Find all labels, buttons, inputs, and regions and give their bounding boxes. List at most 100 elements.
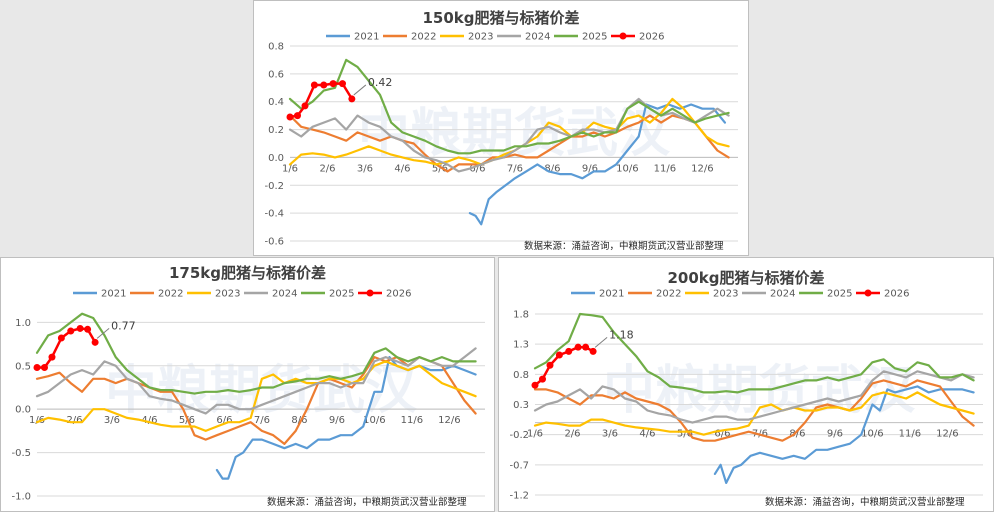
x-tick-label: 10/6	[616, 163, 638, 174]
annotation-label: 0.77	[111, 319, 136, 332]
x-tick-label: 3/6	[357, 163, 373, 174]
data-point-2026	[531, 381, 539, 389]
series-line-2021	[713, 385, 975, 484]
data-point-2026	[76, 324, 84, 332]
x-tick-label: 5/6	[677, 429, 693, 440]
legend-label-2026: 2026	[639, 32, 664, 43]
legend-marker-2026	[619, 32, 627, 40]
x-tick-label: 4/6	[394, 163, 410, 174]
annotation-label: 1.18	[609, 328, 634, 341]
legend-label-2026: 2026	[386, 289, 411, 300]
x-tick-label: 11/6	[654, 163, 676, 174]
series-line-2025	[288, 58, 730, 155]
y-tick-label: 0.4	[268, 97, 284, 108]
legend-label-2023: 2023	[215, 289, 240, 300]
legend-label-2024: 2024	[272, 289, 297, 300]
data-point-2026	[67, 327, 75, 335]
data-point-2026	[57, 334, 65, 342]
x-tick-label: 8/6	[789, 429, 805, 440]
legend-marker-2026	[366, 289, 374, 297]
y-tick-label: -0.4	[264, 209, 284, 220]
data-point-2026	[48, 353, 56, 361]
annotation-label: 0.42	[368, 76, 393, 89]
y-tick-label: -0.2	[264, 181, 284, 192]
series-line-2025	[35, 312, 477, 395]
source-note: 数据来源：涌益咨询，中粮期货武汉营业部整理	[267, 496, 467, 508]
legend-label-2024: 2024	[525, 32, 550, 43]
data-point-2026	[286, 113, 294, 121]
data-point-2026	[310, 81, 318, 89]
chart-svg: 中粮期货武汉150kg肥猪与标猪价差0.80.60.40.20.0-0.2-0.…	[264, 9, 738, 252]
data-point-2026	[565, 347, 573, 355]
legend-label-2021: 2021	[354, 32, 379, 43]
x-tick-label: 11/6	[899, 429, 921, 440]
data-point-2026	[348, 95, 356, 103]
x-tick-label: 4/6	[639, 429, 655, 440]
series-line-2026	[35, 327, 97, 369]
chart-title: 175kg肥猪与标猪价差	[169, 264, 326, 282]
data-point-2026	[582, 343, 590, 351]
legend-label-2021: 2021	[599, 289, 624, 300]
series-line-2022	[35, 355, 477, 445]
x-tick-label: 8/6	[291, 415, 307, 426]
data-point-2026	[33, 364, 41, 372]
x-tick-label: 5/6	[179, 415, 195, 426]
x-tick-label: 1/6	[29, 415, 45, 426]
source-note: 数据来源：涌益咨询，中粮期货武汉营业部整理	[524, 240, 724, 252]
legend-label-2025: 2025	[582, 32, 607, 43]
data-point-2026	[589, 347, 597, 355]
legend-label-2026: 2026	[884, 289, 909, 300]
y-tick-label: 1.0	[15, 318, 31, 329]
y-tick-label: 0.0	[268, 153, 284, 164]
chart-title: 200kg肥猪与标猪价差	[667, 269, 824, 287]
data-point-2026	[320, 81, 328, 89]
x-tick-label: 7/6	[254, 415, 270, 426]
x-tick-label: 9/6	[827, 429, 843, 440]
chart-panel-175kg: 中粮期货武汉 175kg肥猪与标猪价差 1.0 0.5 0.0 -0.5 -1.0 1/6 2/…	[0, 257, 495, 512]
source-note: 数据来源：涌益咨询，中粮期货武汉营业部整理	[765, 496, 965, 508]
x-tick-label: 4/6	[141, 415, 157, 426]
x-tick-label: 6/6	[469, 163, 485, 174]
x-tick-label: 2/6	[66, 415, 82, 426]
legend-label-2021: 2021	[101, 289, 126, 300]
y-tick-label: 0.3	[513, 400, 529, 411]
x-tick-label: 10/6	[861, 429, 883, 440]
series-line-2023	[288, 97, 730, 166]
legend-label-2023: 2023	[468, 32, 493, 43]
x-tick-label: 12/6	[691, 163, 713, 174]
x-tick-label: 2/6	[564, 429, 580, 440]
chart-panel-200kg: 中粮期货武汉 200kg肥猪与标猪价差 1.8 1.3 0.8 0.3 -0.2 -0.7 -1…	[498, 257, 994, 512]
chart-panel-150kg: 中粮期货武汉 150kg肥猪与标猪价差 0.8 0.6 0.4 0.2 0.0 -0.2 -0.…	[253, 0, 749, 256]
chart-svg: 中粮期货武汉200kg肥猪与标猪价差1.81.30.80.3-0.2-0.7-1…	[509, 269, 983, 508]
x-tick-label: 2/6	[319, 163, 335, 174]
x-tick-label: 1/6	[527, 429, 543, 440]
series-line-2024	[533, 370, 975, 424]
y-tick-label: 0.8	[268, 42, 284, 53]
legend-label-2025: 2025	[329, 289, 354, 300]
y-tick-label: 0.6	[268, 69, 284, 80]
legend-label-2022: 2022	[656, 289, 681, 300]
y-tick-label: -0.7	[509, 460, 529, 471]
x-tick-label: 8/6	[544, 163, 560, 174]
x-tick-label: 3/6	[104, 415, 120, 426]
x-tick-label: 7/6	[507, 163, 523, 174]
y-tick-label: 1.3	[513, 340, 529, 351]
series-line-2023	[533, 391, 975, 436]
x-tick-label: 3/6	[602, 429, 618, 440]
x-tick-label: 10/6	[363, 415, 385, 426]
x-tick-label: 6/6	[216, 415, 232, 426]
data-point-2026	[546, 361, 554, 369]
y-tick-label: 1.8	[513, 310, 529, 321]
x-tick-label: 5/6	[432, 163, 448, 174]
x-tick-label: 1/6	[282, 163, 298, 174]
series-line-2021	[215, 355, 477, 480]
y-tick-label: -0.5	[11, 448, 31, 459]
x-tick-label: 12/6	[936, 429, 958, 440]
data-point-2026	[91, 338, 99, 346]
x-tick-label: 11/6	[401, 415, 423, 426]
legend-label-2022: 2022	[411, 32, 436, 43]
data-point-2026	[538, 375, 546, 383]
annotation-leader	[96, 327, 110, 339]
y-tick-label: 0.2	[268, 125, 284, 136]
data-point-2026	[555, 351, 563, 359]
